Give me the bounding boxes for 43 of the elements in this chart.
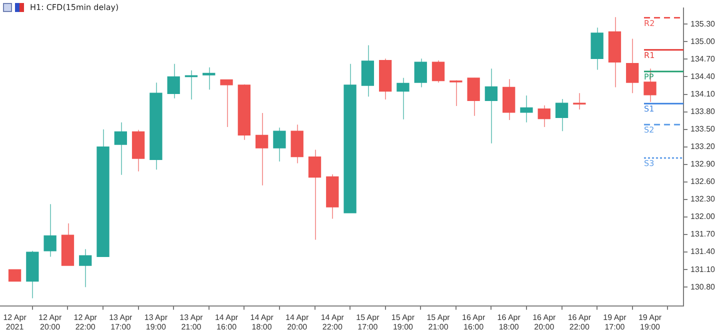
y-tick-label: 131.40 xyxy=(690,247,716,256)
y-tick-label: 133.50 xyxy=(690,124,716,134)
ref-line-label: R1 xyxy=(644,50,655,60)
x-tick-label: 12 Apr 20:00 xyxy=(38,312,62,332)
y-tick-label: 135.30 xyxy=(690,19,716,28)
x-tick-label: 19 Apr 19:00 xyxy=(638,312,662,332)
y-tick-label: 130.80 xyxy=(690,282,716,292)
x-tick-label: 13 Apr 21:00 xyxy=(180,312,204,332)
y-tick-label: 134.10 xyxy=(690,89,716,98)
candlestick xyxy=(8,269,22,282)
chart-title: H1: CFD(15min delay) xyxy=(30,3,119,12)
x-tick-label: 15 Apr 21:00 xyxy=(426,312,450,332)
ref-line-label: PP xyxy=(644,72,654,82)
x-tick-label: 13 Apr 17:00 xyxy=(109,312,133,332)
x-tick-label: 15 Apr 19:00 xyxy=(391,312,415,332)
x-tick-label: 16 Apr 20:00 xyxy=(532,312,556,332)
y-tick-label: 132.90 xyxy=(690,160,716,169)
y-tick-label: 131.10 xyxy=(690,264,716,274)
x-tick-label: 16 Apr 22:00 xyxy=(568,312,592,332)
y-tick-label: 132.30 xyxy=(690,194,716,204)
y-tick-label: 132.60 xyxy=(690,177,716,186)
x-tick-label: 16 Apr 16:00 xyxy=(462,312,486,332)
ref-line-label: S1 xyxy=(644,104,654,114)
y-tick-label: 135.00 xyxy=(690,36,716,46)
y-tick-label: 133.20 xyxy=(690,142,716,152)
x-tick-label: 14 Apr 18:00 xyxy=(250,312,274,332)
x-tick-label: 13 Apr 19:00 xyxy=(144,312,168,332)
ref-line-label: R2 xyxy=(644,18,655,28)
x-tick-label: 12 Apr 22:00 xyxy=(74,312,98,332)
x-tick-label: 14 Apr 22:00 xyxy=(320,312,344,332)
y-tick-label: 134.70 xyxy=(690,54,716,64)
ref-line-label: S2 xyxy=(644,126,654,135)
y-tick-label: 133.80 xyxy=(690,107,716,116)
x-tick-label: 15 Apr 17:00 xyxy=(356,312,380,332)
x-tick-label: 16 Apr 18:00 xyxy=(497,312,521,332)
x-tick-label: 14 Apr 16:00 xyxy=(214,312,238,332)
x-tick-label: 14 Apr 20:00 xyxy=(286,312,309,332)
y-tick-label: 134.40 xyxy=(690,72,716,81)
ref-line-label: S3 xyxy=(644,159,654,168)
x-tick-label: 19 Apr 17:00 xyxy=(603,312,627,332)
y-tick-label: 132.00 xyxy=(690,212,716,222)
y-tick-label: 131.70 xyxy=(690,230,716,239)
x-tick-label: 12 Apr 2021 xyxy=(3,312,27,332)
